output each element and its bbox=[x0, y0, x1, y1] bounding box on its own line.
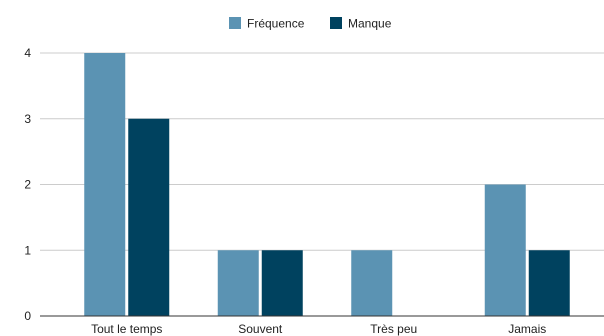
legend-swatch-0 bbox=[229, 17, 241, 29]
y-tick-label: 4 bbox=[24, 46, 31, 60]
x-tick-label: Tout le temps bbox=[91, 322, 162, 336]
legend-label-0: Fréquence bbox=[247, 17, 305, 31]
x-tick-label: Souvent bbox=[238, 322, 283, 336]
x-tick-label: Très peu bbox=[370, 322, 417, 336]
y-tick-label: 2 bbox=[24, 178, 31, 192]
legend-label-1: Manque bbox=[348, 17, 392, 31]
bar-frequence-3 bbox=[484, 184, 526, 316]
bar-manque-0 bbox=[128, 118, 170, 316]
x-tick-label: Jamais bbox=[508, 322, 546, 336]
bar-manque-3 bbox=[528, 250, 570, 316]
bar-frequence-2 bbox=[351, 250, 393, 316]
y-tick-label: 3 bbox=[24, 112, 31, 126]
y-tick-label: 0 bbox=[24, 309, 31, 323]
bar-frequence-1 bbox=[217, 250, 259, 316]
legend-swatch-1 bbox=[330, 17, 342, 29]
bar-frequence-0 bbox=[84, 53, 126, 316]
bars bbox=[84, 53, 570, 316]
x-axis-ticks: Tout le temps Souvent Très peu Jamais bbox=[91, 322, 546, 336]
y-axis-ticks: 0 1 2 3 4 bbox=[24, 46, 31, 323]
legend: Fréquence Manque bbox=[229, 17, 392, 31]
bar-manque-1 bbox=[261, 250, 303, 316]
y-tick-label: 1 bbox=[24, 243, 31, 257]
